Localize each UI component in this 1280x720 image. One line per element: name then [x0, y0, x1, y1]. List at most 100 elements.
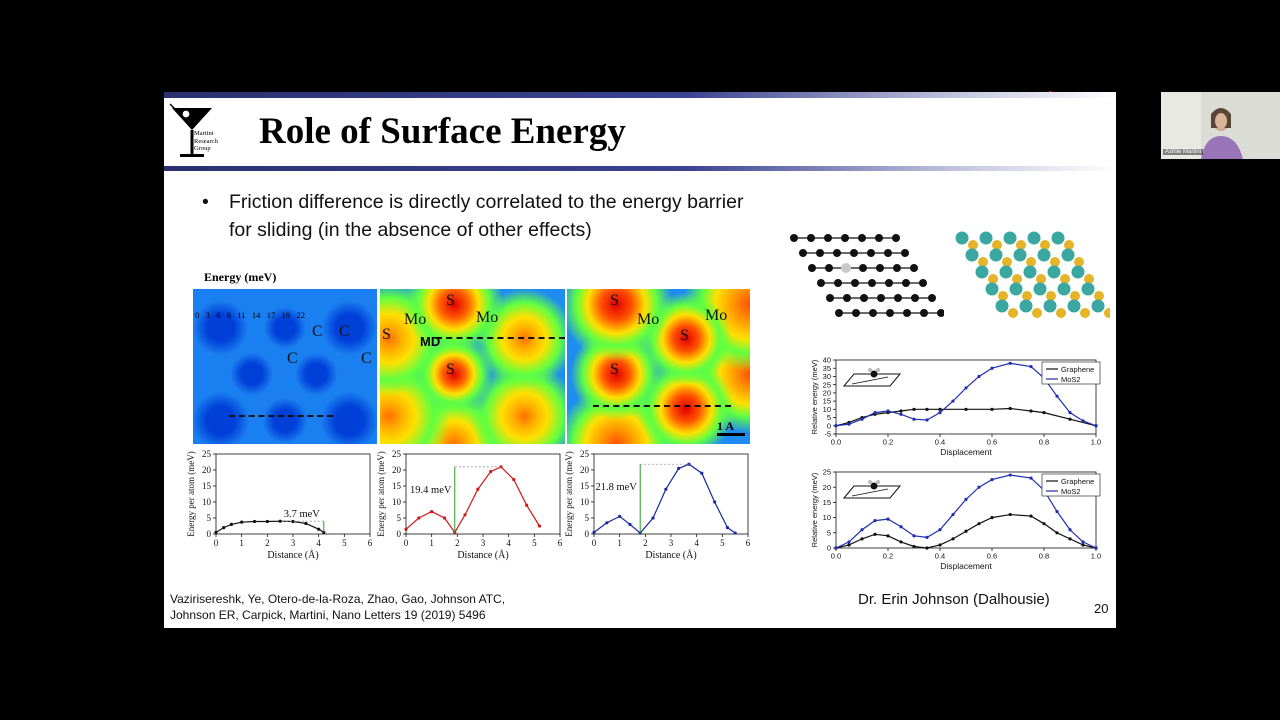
logo-text: Martini Research Group	[194, 130, 218, 153]
data-point	[860, 528, 864, 532]
barrier-annotation: 19.4 meV	[410, 485, 452, 496]
data-point	[951, 537, 955, 541]
atom-label: Mo	[637, 311, 660, 328]
y-tick-label: 20	[392, 465, 402, 475]
sulfur-atom	[998, 291, 1008, 301]
atom-label: S	[610, 361, 619, 378]
sulfur-atom	[968, 240, 978, 250]
y-tick-label: 25	[580, 449, 590, 459]
molybdenum-atom	[955, 231, 969, 245]
scan-path-line	[436, 337, 565, 339]
carbon-atom	[911, 294, 919, 302]
y-tick-label: 10	[823, 513, 831, 522]
y-tick-label: 20	[202, 465, 212, 475]
mos2-lattice-image	[955, 231, 1110, 318]
data-point	[278, 519, 282, 523]
data-point	[733, 531, 737, 535]
chart-graphene-energy: 0 1 2 3 4 5 6 0 5 10 15 20 25 Distance (Å) Energy per …	[186, 449, 373, 561]
plane	[842, 485, 902, 499]
x-tick-label: 4	[316, 538, 321, 548]
carbon-atom	[841, 234, 849, 242]
colorbar-tick: 17	[266, 310, 276, 320]
carbon-atom	[808, 264, 816, 272]
scale-bar-label: 1 A	[717, 419, 735, 433]
data-point	[938, 543, 942, 547]
y-tick-label: 15	[580, 481, 590, 491]
x-tick-label: 0	[404, 538, 409, 548]
sulfur-atom	[1064, 240, 1074, 250]
x-axis-label: Displacement	[940, 561, 992, 571]
chart-relative-energy-bottom: 0.0 0.2 0.4 0.6 0.8 1.0 0 5 10 15 20 25 Displacement…	[810, 468, 1101, 571]
plot-frame	[835, 359, 1097, 435]
molybdenum-atom	[1033, 282, 1047, 296]
carbon-atom	[910, 264, 918, 272]
x-tick-label: 5	[720, 538, 725, 548]
atom	[876, 480, 880, 484]
molybdenum-atom	[1023, 265, 1037, 279]
slide: Martini Research Group Role of Surface E…	[164, 92, 1116, 628]
x-axis-label: Distance (Å)	[267, 549, 318, 561]
atom	[868, 368, 872, 372]
plane	[842, 373, 902, 387]
plot-frame	[835, 471, 1097, 549]
citation-line: Vazirisereshk, Ye, Otero-de-la-Roza, Zha…	[170, 592, 506, 606]
y-tick-label: 25	[823, 380, 831, 389]
bullet-text: Friction difference is directly correlat…	[229, 191, 744, 241]
data-point	[1068, 411, 1072, 415]
data-point	[1081, 540, 1085, 544]
sulfur-atom	[992, 240, 1002, 250]
chart-mos2-b-energy: 0 1 2 3 4 5 6 0 5 10 15 20 25 Distance (Å) Energy per …	[564, 449, 751, 561]
carbon-atom	[868, 279, 876, 287]
data-point	[453, 530, 457, 534]
y-tick-label: 0	[397, 529, 402, 539]
data-point	[605, 521, 609, 525]
sulfur-atom	[1032, 308, 1042, 318]
carbon-atom	[826, 294, 834, 302]
molybdenum-atom	[1071, 265, 1085, 279]
y-tick-label: 20	[823, 483, 831, 492]
data-point	[912, 534, 916, 538]
data-point	[291, 519, 295, 524]
x-tick-label: 6	[368, 538, 373, 548]
carbon-atom	[825, 264, 833, 272]
y-tick-label: 25	[392, 449, 402, 459]
data-point	[1068, 417, 1072, 421]
colorbar-tick: 6	[216, 310, 221, 320]
sulfur-atom	[1074, 257, 1084, 267]
data-point	[925, 418, 929, 422]
graphene-lattice-image	[790, 234, 944, 317]
data-point	[1008, 512, 1012, 517]
data-point	[618, 514, 622, 518]
webcam-video-tile[interactable]: Ashlie Martini	[1161, 92, 1280, 159]
x-axis-label: Displacement	[940, 447, 992, 457]
carbon-atom	[816, 249, 824, 257]
atom-label: Mo	[705, 307, 728, 324]
energy-map-mos2-a: S S S Mo Mo MD	[380, 289, 565, 444]
atom-label: S	[446, 361, 455, 378]
data-point	[725, 526, 730, 530]
data-point	[990, 366, 994, 370]
data-point	[537, 524, 542, 528]
carbon-atom	[790, 234, 798, 242]
sulfur-atom	[1060, 274, 1070, 284]
sulfur-atom	[978, 257, 988, 267]
carbon-atom	[892, 234, 900, 242]
series-line	[835, 513, 1097, 549]
molybdenum-atom	[1019, 299, 1033, 313]
citation-line: Johnson ER, Carpick, Martini, Nano Lette…	[170, 608, 486, 622]
sulfur-atom	[1080, 308, 1090, 318]
x-tick-label: 4	[506, 538, 511, 548]
data-point	[638, 531, 642, 535]
atom-label: C	[312, 323, 323, 340]
atom-label: C	[287, 350, 298, 367]
atom-label: S	[610, 292, 619, 309]
y-tick-label: 20	[580, 465, 590, 475]
data-point	[912, 407, 916, 411]
molybdenum-atom	[1067, 299, 1081, 313]
y-tick-label: 25	[202, 449, 212, 459]
x-tick-label: 0.8	[1039, 438, 1049, 447]
carbon-atom	[859, 264, 867, 272]
carbon-atom	[928, 294, 936, 302]
data-point	[1094, 424, 1098, 428]
